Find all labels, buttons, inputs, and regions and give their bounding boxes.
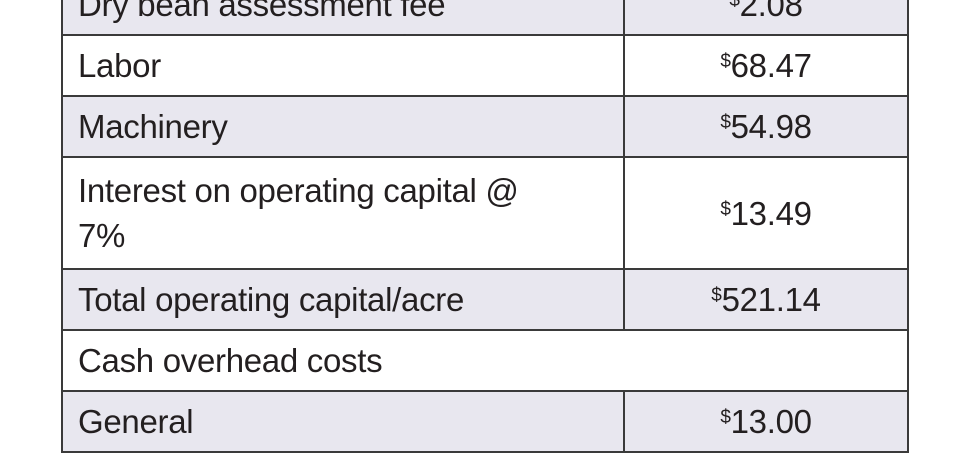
cost-table: Dry bean assessment fee $2.08 Labor $68.… (61, 0, 909, 453)
row-value: $13.49 (623, 156, 909, 270)
section-header-row: Cash overhead costs (61, 329, 909, 392)
row-label: General (61, 390, 625, 453)
row-value: $521.14 (623, 268, 909, 331)
row-label: Dry bean assessment fee (61, 0, 625, 36)
row-value: $68.47 (623, 34, 909, 97)
row-label: Total operating capital/acre (61, 268, 625, 331)
table-row: Labor $68.47 (61, 34, 909, 97)
row-label: Interest on operating capital @ 7% (61, 156, 625, 270)
table-row: Total operating capital/acre $521.14 (61, 268, 909, 331)
section-label: Cash overhead costs (61, 329, 909, 392)
table-row: Dry bean assessment fee $2.08 (61, 0, 909, 36)
table-row: Interest on operating capital @ 7% $13.4… (61, 156, 909, 270)
table-row: General $13.00 (61, 390, 909, 453)
table-row: Machinery $54.98 (61, 95, 909, 158)
row-value: $2.08 (623, 0, 909, 36)
row-value: $54.98 (623, 95, 909, 158)
row-label: Machinery (61, 95, 625, 158)
row-label: Labor (61, 34, 625, 97)
row-value: $13.00 (623, 390, 909, 453)
